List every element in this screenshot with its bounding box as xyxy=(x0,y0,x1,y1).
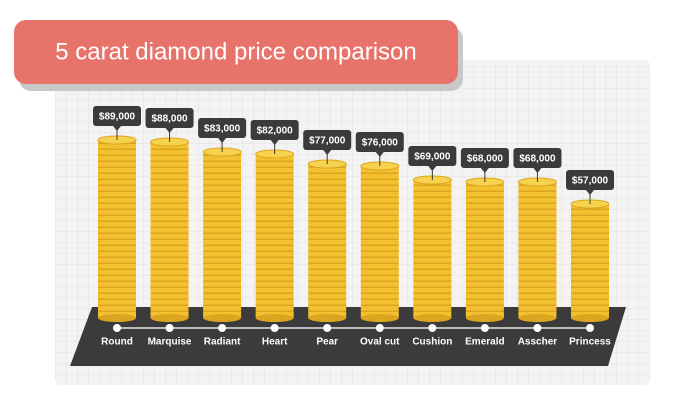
value-label: $68,000 xyxy=(467,154,504,165)
axis-dot xyxy=(428,324,437,332)
coin-stack xyxy=(518,182,557,318)
value-label-pointer xyxy=(533,168,542,173)
value-label: $77,000 xyxy=(309,136,346,147)
value-label-box xyxy=(408,146,457,166)
value-label: $89,000 xyxy=(99,112,136,123)
value-label-box xyxy=(303,130,352,150)
value-label: $83,000 xyxy=(204,124,241,135)
value-label-pointer xyxy=(480,168,489,173)
x-tick-label: Emerald xyxy=(465,337,504,348)
x-tick-label: Heart xyxy=(262,337,288,348)
value-label-pointer xyxy=(323,150,332,155)
coin-stack xyxy=(308,164,347,318)
axis-dot xyxy=(270,324,279,332)
coin-bottom xyxy=(308,314,347,322)
value-label-pointer xyxy=(165,128,174,133)
value-label-pointer xyxy=(270,140,279,145)
coin-bottom xyxy=(255,314,294,322)
axis-dot xyxy=(586,324,594,332)
axis-dot xyxy=(323,324,332,332)
value-label: $69,000 xyxy=(414,152,451,163)
coin-bottom xyxy=(203,314,242,322)
axis-dot xyxy=(218,324,227,332)
coin-bottom xyxy=(518,314,557,322)
coin-stack xyxy=(203,152,242,318)
value-label-box xyxy=(355,132,404,152)
value-label-box xyxy=(198,118,247,138)
coin-bottom xyxy=(465,314,504,322)
x-tick-label: Oval cut xyxy=(360,337,400,348)
value-label: $57,000 xyxy=(572,176,609,187)
value-label-box xyxy=(145,108,194,128)
title-box xyxy=(14,20,458,84)
axis-dot xyxy=(165,324,174,332)
coin-stack xyxy=(150,142,189,318)
coin-stack xyxy=(413,180,452,318)
x-tick-label: Radiant xyxy=(204,337,241,348)
x-tick-label: Princess xyxy=(569,337,611,348)
value-label-box xyxy=(566,170,614,190)
coin-stack xyxy=(255,154,294,318)
value-label: $88,000 xyxy=(151,114,188,125)
coin-bottom xyxy=(150,314,189,322)
axis-dot xyxy=(533,324,542,332)
coin-bottom xyxy=(360,314,399,322)
value-label: $82,000 xyxy=(257,126,294,137)
value-label: $76,000 xyxy=(362,138,399,149)
axis-dot xyxy=(113,324,121,332)
x-tick-label: Pear xyxy=(316,337,338,348)
coin-stack xyxy=(98,140,136,318)
value-label-pointer xyxy=(375,152,384,157)
x-tick-label: Asscher xyxy=(518,337,558,348)
value-label-box xyxy=(513,148,562,168)
value-label-pointer xyxy=(113,126,121,131)
value-label-pointer xyxy=(218,138,227,143)
x-tick-label: Marquise xyxy=(148,337,192,348)
value-label-box xyxy=(460,148,509,168)
coin-bottom xyxy=(571,314,609,322)
coin-bottom xyxy=(98,314,136,322)
axis-dot xyxy=(375,324,384,332)
value-label-box xyxy=(250,120,299,140)
value-label: $68,000 xyxy=(519,154,556,165)
x-tick-label: Round xyxy=(101,337,133,348)
coin-stack xyxy=(571,204,609,318)
coin-stack xyxy=(360,166,399,318)
value-label-pointer xyxy=(428,166,437,171)
chart-title: 5 carat diamond price comparison xyxy=(55,38,417,65)
coin-stack xyxy=(465,182,504,318)
x-tick-label: Cushion xyxy=(412,337,452,348)
value-label-box xyxy=(93,106,141,126)
coin-bottom xyxy=(413,314,452,322)
axis-dot xyxy=(480,324,489,332)
value-label-pointer xyxy=(586,190,594,195)
